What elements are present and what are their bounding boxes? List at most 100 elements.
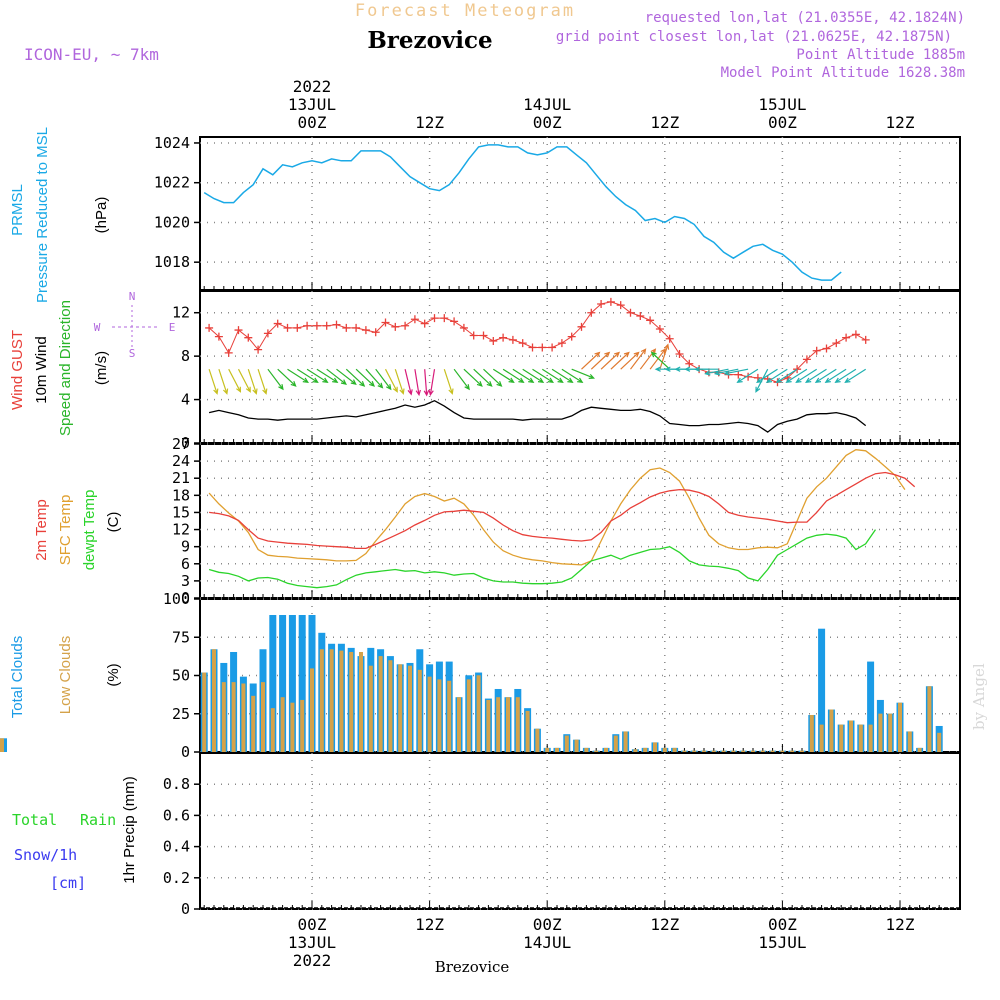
dewpt-line (208, 529, 877, 589)
wind-direction-arrow (834, 368, 857, 383)
wind-direction-arrow (704, 368, 729, 376)
low-cloud-bar (359, 651, 363, 752)
gust-point (214, 332, 223, 341)
gust-point (606, 297, 615, 306)
panel-frame-pressure (199, 136, 961, 291)
precip-total-label: Total (12, 811, 57, 829)
top-time-hour: 00Z (298, 113, 327, 132)
low-cloud-bar (760, 750, 765, 752)
gust-point (528, 343, 537, 352)
low-cloud-bar (741, 750, 746, 752)
low-cloud-bar (613, 735, 618, 752)
wind-direction-arrow (765, 368, 788, 383)
low-cloud-bar (692, 750, 697, 752)
precip-unit: 1hr Precip (mm) (121, 776, 138, 884)
wind-direction-arrow (723, 368, 749, 376)
ytick-label-wind: 12 (172, 304, 190, 322)
ytick-label-clouds: 75 (172, 628, 190, 646)
low-cloud-bar (917, 747, 922, 752)
ytick-label-temperature: 27 (172, 435, 190, 453)
low-cloud-bar (280, 697, 285, 752)
wind-direction-arrow (473, 368, 493, 387)
low-cloud-bar (937, 732, 942, 752)
ytick-label-clouds: 50 (172, 667, 190, 685)
chart-title: Forecast Meteogram (355, 1, 575, 21)
gust-point (655, 325, 664, 333)
gust-point (450, 317, 459, 326)
gust-point (861, 335, 870, 344)
gust-point (802, 355, 811, 364)
gust-point (557, 339, 566, 348)
wind-direction-arrow (775, 368, 798, 383)
low-cloud-bar (800, 750, 804, 752)
total-cloud-label: Total Clouds (9, 636, 26, 719)
wind-direction-arrow (228, 368, 242, 393)
low-cloud-bar (398, 664, 403, 752)
low-cloud-bar (427, 676, 432, 752)
compass-east: E (169, 321, 176, 334)
ytick-label-temperature: 24 (172, 452, 190, 470)
low-cloud-bar (388, 660, 393, 752)
low-cloud-bar (319, 649, 324, 752)
low-cloud-bar (780, 750, 785, 752)
gust-point (636, 311, 645, 320)
top-time-date: 13JUL (288, 95, 336, 114)
t2m-label: 2m Temp (33, 499, 50, 560)
wind-direction-arrow (650, 351, 671, 370)
bottom-time-hour: 00Z (768, 915, 797, 934)
wind-direction-arrow (824, 368, 847, 383)
bottom-time-hour: 12Z (415, 915, 444, 934)
bottom-time-hour: 00Z (298, 915, 327, 934)
wind-10m-label: 10m Wind (33, 336, 50, 404)
gust-point (283, 323, 292, 332)
gust-point (273, 319, 282, 328)
wind-direction-arrow (355, 368, 376, 387)
panel-frame-wind (199, 290, 961, 444)
wind-direction-arrow (795, 368, 818, 383)
model-altitude: Model Point Altitude 1628.38m (721, 65, 965, 81)
pressure-labels: PRMSL Pressure Reduced to MSL (hPa) (9, 127, 110, 303)
wind-direction-arrow (551, 368, 574, 383)
low-cloud-bar (770, 750, 775, 752)
total-cloud-bar (298, 615, 306, 752)
low-cloud-bar (839, 724, 844, 752)
wind-direction-arrow (659, 343, 670, 370)
ytick-label-temperature: 21 (172, 469, 190, 487)
low-cloud-bar (790, 750, 795, 752)
low-cloud-bar (535, 728, 540, 752)
ytick-label-pressure: 1024 (154, 134, 190, 152)
low-cloud-bar (506, 697, 510, 752)
ytick-label-precip: 0 (181, 900, 190, 918)
point-altitude: Point Altitude 1885m (796, 47, 965, 63)
gust-point (518, 339, 527, 348)
gust-point (822, 344, 831, 353)
low-cloud-bar (858, 724, 863, 752)
gust-point (832, 339, 841, 348)
low-cloud-label: Low Clouds (57, 636, 74, 714)
top-time-hour: 12Z (886, 113, 915, 132)
total-cloud-bar (269, 615, 277, 752)
compass-west: W (94, 321, 101, 334)
wind-dir-label: Speed and Direction (57, 300, 74, 436)
wind-direction-arrow (287, 368, 309, 383)
top-time-date: 14JUL (523, 95, 571, 114)
gust-point (342, 323, 351, 332)
gust-point (508, 335, 517, 344)
wind-direction-arrow (693, 366, 719, 372)
low-cloud-bar (221, 682, 226, 752)
bottom-time-hour: 12Z (650, 915, 679, 934)
gust-point (332, 320, 341, 329)
plot-layer: 1018102010221024048120369121518212427025… (0, 77, 961, 970)
low-cloud-bar (349, 651, 354, 752)
ytick-label-temperature: 6 (181, 555, 190, 573)
bottom-station-label: Brezovice (435, 958, 510, 976)
low-cloud-bar (653, 742, 657, 752)
gust-point (440, 314, 449, 323)
pressure-unit: (hPa) (93, 197, 110, 234)
precip-snow-unit: [cm] (50, 874, 86, 892)
gust-point (352, 323, 361, 332)
low-cloud-bar (682, 750, 687, 752)
compass-rose: N S E W (94, 290, 176, 360)
low-cloud-bar (300, 699, 305, 752)
temp-unit: (C) (105, 512, 122, 533)
